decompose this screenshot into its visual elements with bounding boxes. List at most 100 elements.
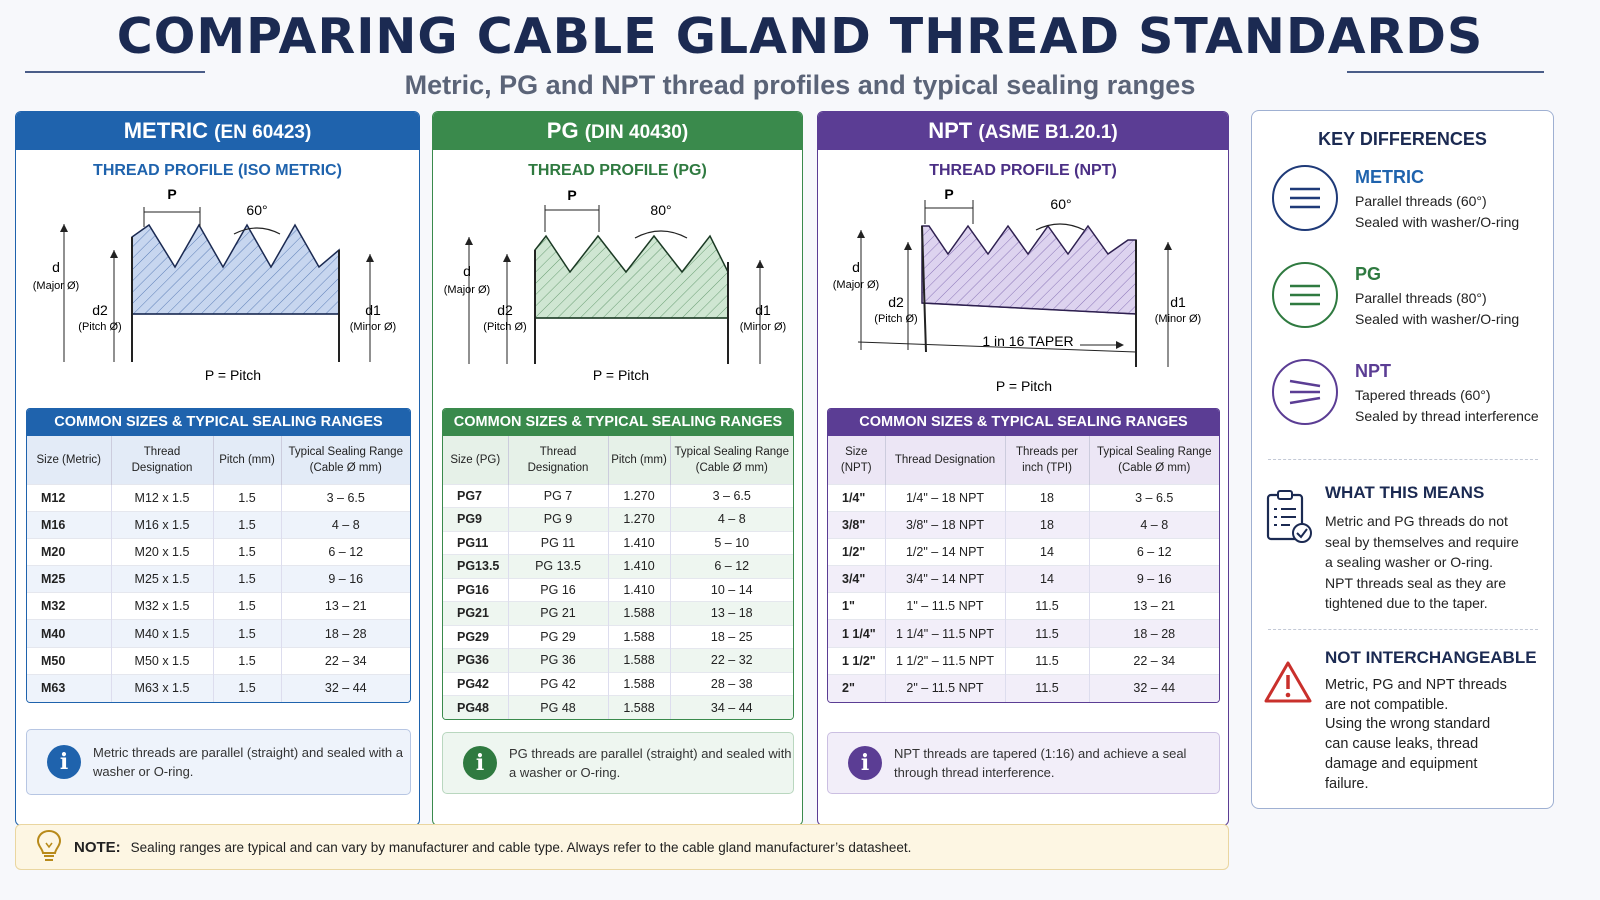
table-cell: 11.5 [1005, 673, 1090, 702]
table-cell: M16 x 1.5 [111, 510, 214, 539]
table-cell: M20 x 1.5 [111, 537, 214, 566]
table-row: M40 M40 x 1.5 1.5 18 – 28 [27, 619, 410, 648]
table-cell: 18 [1005, 483, 1090, 512]
npt-header: NPT (ASME B1.20.1) [818, 112, 1228, 150]
npt-name: NPT [928, 118, 973, 143]
table-cell: 1.5 [213, 537, 282, 566]
divider [25, 71, 205, 73]
table-cell: 18 – 28 [281, 619, 410, 648]
table-cell: 1" [828, 592, 886, 620]
table-cell: 2" [828, 673, 886, 702]
table-row: PG42 PG 42 1.588 28 – 38 [443, 671, 793, 696]
table-row: 1 1/4" 1 1/4" – 11.5 NPT 11.5 18 – 28 [828, 619, 1219, 648]
table-cell: PG11 [443, 530, 509, 555]
table-cell: PG42 [443, 671, 509, 696]
npt-profile-title: THREAD PROFILE (NPT) [929, 162, 1117, 179]
table-row: PG9 PG 9 1.270 4 – 8 [443, 507, 793, 531]
table-cell: M16 [27, 510, 112, 539]
bottom-note: NOTE: Sealing ranges are typical and can… [15, 824, 1229, 870]
table-cell: 1/2" – 14 NPT [885, 537, 1006, 566]
pg-note: i PG threads are parallel (straight) and… [442, 732, 794, 794]
key-item-name: NPT [1355, 361, 1391, 381]
means-line: tightened due to the taper. [1325, 595, 1488, 611]
means-line: NPT threads seal as they are [1325, 574, 1507, 591]
table-cell: 10 – 14 [670, 577, 793, 602]
table-cell: 9 – 16 [1089, 565, 1219, 593]
pitch-caption: P = Pitch [205, 367, 261, 383]
table-row: 1/2" 1/2" – 14 NPT 14 6 – 12 [828, 537, 1219, 566]
table-cell: 22 – 34 [281, 646, 410, 675]
table-cell: 18 [1005, 510, 1090, 539]
table-row: PG7 PG 7 1.270 3 – 6.5 [443, 483, 793, 508]
metric-profile-title: THREAD PROFILE (ISO METRIC) [93, 162, 342, 179]
table-cell: 18 – 25 [670, 624, 793, 649]
table-cell: PG16 [443, 577, 509, 602]
divider [1347, 71, 1544, 73]
table-cell: 1 1/2" [828, 646, 886, 675]
table-cell: 4 – 8 [1089, 510, 1219, 539]
table-row: 3/4" 3/4" – 14 NPT 14 9 – 16 [828, 565, 1219, 593]
key-item-line2: Sealed with washer/O-ring [1355, 214, 1520, 230]
table-cell: 1.588 [608, 695, 671, 719]
divider [1268, 629, 1538, 630]
col-size: Size (PG) [443, 436, 509, 484]
table-cell: 22 – 32 [670, 648, 793, 672]
pg-table-body: PG7 PG 7 1.270 3 – 6.5 PG9 PG 9 1.270 4 – 8 PG11… [443, 483, 793, 719]
pg-note-text: PG threads are parallel (straight) and s… [509, 746, 792, 780]
table-cell: 13 – 18 [670, 601, 793, 625]
npt-note: i NPT threads are tapered (1:16) and ach… [827, 732, 1220, 794]
npt-panel: NPT (ASME B1.20.1) THREAD PROFILE (NPT) … [817, 111, 1229, 826]
table-cell: M25 [27, 565, 112, 593]
table-row: PG36 PG 36 1.588 22 – 32 [443, 648, 793, 672]
minor-label: (Minor Ø) [740, 321, 786, 333]
table-cell: 1/2" [828, 537, 886, 566]
note-label: NOTE: [74, 838, 121, 856]
angle-label: 60° [1050, 196, 1071, 212]
d-label: d [52, 259, 60, 275]
table-row: M63 M63 x 1.5 1.5 32 – 44 [27, 673, 410, 702]
means-line: seal by themselves and require [1325, 533, 1519, 550]
angle-label: 80° [650, 202, 671, 218]
page-title: COMPARING CABLE GLAND THREAD STANDARDS [116, 8, 1484, 65]
table-cell: 13 – 21 [281, 592, 410, 620]
table-cell: PG21 [443, 601, 509, 625]
table-cell: 1" – 11.5 NPT [885, 592, 1006, 620]
table-cell: PG29 [443, 624, 509, 649]
table-row: PG48 PG 48 1.588 34 – 44 [443, 695, 793, 719]
table-row: 3/8" 3/8" – 18 NPT 18 4 – 8 [828, 510, 1219, 539]
table-cell: PG 13.5 [508, 554, 609, 578]
table-row: 1 1/2" 1 1/2" – 11.5 NPT 11.5 22 – 34 [828, 646, 1219, 675]
table-cell: 2" – 11.5 NPT [885, 673, 1006, 702]
col-pitch: Pitch (mm) [213, 436, 282, 484]
table-row: PG13.5 PG 13.5 1.410 6 – 12 [443, 554, 793, 578]
table-cell: M25 x 1.5 [111, 565, 214, 593]
table-cell: PG36 [443, 648, 509, 672]
table-cell: PG9 [443, 507, 509, 531]
info-icon: i [463, 746, 497, 780]
table-cell: M32 x 1.5 [111, 592, 214, 620]
info-icon: i [848, 746, 882, 780]
means-line: a sealing washer or O-ring. [1325, 554, 1494, 570]
table-cell: PG48 [443, 695, 509, 719]
table-cell: 1 1/4" [828, 619, 886, 648]
table-cell: 28 – 38 [670, 671, 793, 696]
minor-label: (Minor Ø) [1155, 313, 1201, 325]
npt-table-title: COMMON SIZES & TYPICAL SEALING RANGES [828, 409, 1219, 436]
table-row: M32 M32 x 1.5 1.5 13 – 21 [27, 592, 410, 620]
npt-thread-diagram: P 60° d (Major Ø) d2 (Pitch Ø) d1 (Minor… [833, 186, 1201, 394]
page-subtitle: Metric, PG and NPT thread profiles and t… [404, 70, 1196, 100]
d-label: d [463, 263, 471, 279]
metric-thread-diagram: P 60° d (Major Ø) d2 (Pitch Ø) d1 (Minor… [33, 186, 396, 383]
table-cell: 11.5 [1005, 619, 1090, 648]
table-cell: 11.5 [1005, 646, 1090, 675]
table-cell: M50 [27, 646, 112, 675]
table-row: 1/4" 1/4" – 18 NPT 18 3 – 6.5 [828, 483, 1219, 512]
table-cell: 1.5 [213, 592, 282, 620]
table-cell: PG7 [443, 483, 509, 508]
parallel-lines-icon [1272, 262, 1338, 328]
table-cell: 1.410 [608, 530, 671, 555]
npt-size-table: COMMON SIZES & TYPICAL SEALING RANGES Si… [827, 408, 1220, 703]
table-row: M25 M25 x 1.5 1.5 9 – 16 [27, 565, 410, 593]
pg-size-table: COMMON SIZES & TYPICAL SEALING RANGES Si… [442, 408, 794, 720]
lightbulb-icon [36, 829, 62, 866]
